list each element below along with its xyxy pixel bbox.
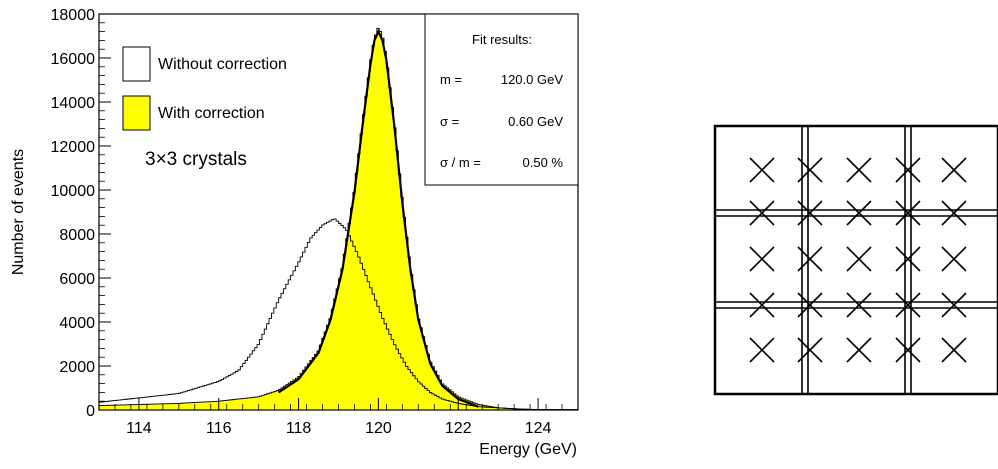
series-with-correction	[98, 27, 579, 411]
fit-box-frame	[424, 13, 579, 186]
fit-ratio-label: σ / m =	[440, 155, 481, 170]
crystals-annotation: 3×3 crystals	[145, 149, 247, 170]
crystal-diagram	[713, 124, 998, 396]
x-axis-label: Energy (GeV)	[479, 441, 577, 458]
crystal-marker	[941, 200, 967, 226]
x-tick-label: 116	[206, 420, 232, 437]
crystal-marker	[797, 157, 823, 183]
fit-sigma-label: σ =	[440, 114, 459, 129]
crystal-marker	[895, 292, 921, 318]
fit-curve	[278, 28, 479, 408]
legend: Without correction With correction	[122, 46, 287, 131]
y-axis-label: Number of events	[10, 149, 27, 275]
crystal-marker	[797, 292, 823, 318]
crystal-marker	[797, 200, 823, 226]
legend-label-with: With correction	[158, 105, 265, 122]
y-tick-label: 8000	[59, 227, 95, 244]
fit-m-value: 120.0 GeV	[501, 72, 563, 87]
crystal-marker	[941, 292, 967, 318]
histogram-layer	[98, 27, 579, 411]
crystal-marker	[895, 246, 921, 272]
crystal-marker	[895, 337, 921, 363]
x-tick-label: 118	[286, 420, 312, 437]
crystal-marker	[941, 337, 967, 363]
series-without-correction	[98, 218, 579, 411]
crystal-marker	[749, 246, 775, 272]
crystal-marker	[941, 246, 967, 272]
y-tick-label: 18000	[51, 7, 96, 24]
axis-ticks: 114 116 118 120 122 124 0 2000 4000 6000 8000 10000…	[51, 7, 579, 437]
x-tick-label: 124	[525, 420, 552, 437]
crystal-marker	[846, 246, 872, 272]
fit-sigma-value: 0.60 GeV	[508, 114, 563, 129]
crystal-marker	[846, 157, 872, 183]
fit-results-box: Fit results: m = 120.0 GeV σ = 0.60 GeV …	[424, 13, 579, 186]
crystal-marker	[749, 200, 775, 226]
y-tick-label: 2000	[59, 359, 95, 376]
crystal-marker	[895, 157, 921, 183]
crystal-marker	[749, 337, 775, 363]
fit-m-label: m =	[440, 72, 462, 87]
legend-swatch-without	[122, 46, 151, 82]
fit-box-title: Fit results:	[472, 32, 532, 47]
y-tick-label: 4000	[59, 315, 95, 332]
fit-ratio-value: 0.50 %	[523, 155, 564, 170]
crystal-marker	[749, 292, 775, 318]
legend-label-without: Without correction	[158, 56, 287, 73]
y-tick-label: 0	[86, 403, 95, 420]
crystal-array-outline	[713, 124, 998, 396]
crystal-marker	[797, 337, 823, 363]
y-tick-label: 10000	[51, 183, 96, 200]
crystal-marker	[846, 292, 872, 318]
y-tick-label: 12000	[51, 139, 96, 156]
y-tick-label: 14000	[51, 95, 96, 112]
x-tick-label: 114	[126, 420, 152, 437]
x-tick-label: 120	[365, 420, 392, 437]
crystal-marker	[749, 157, 775, 183]
legend-swatch-with	[122, 95, 151, 131]
crystal-marker	[941, 157, 967, 183]
y-tick-label: 16000	[51, 51, 96, 68]
crystal-marker	[846, 200, 872, 226]
crystal-marker	[846, 337, 872, 363]
x-tick-label: 122	[445, 420, 472, 437]
crystal-marker	[895, 200, 921, 226]
y-tick-label: 6000	[59, 271, 95, 288]
crystal-marker	[797, 246, 823, 272]
